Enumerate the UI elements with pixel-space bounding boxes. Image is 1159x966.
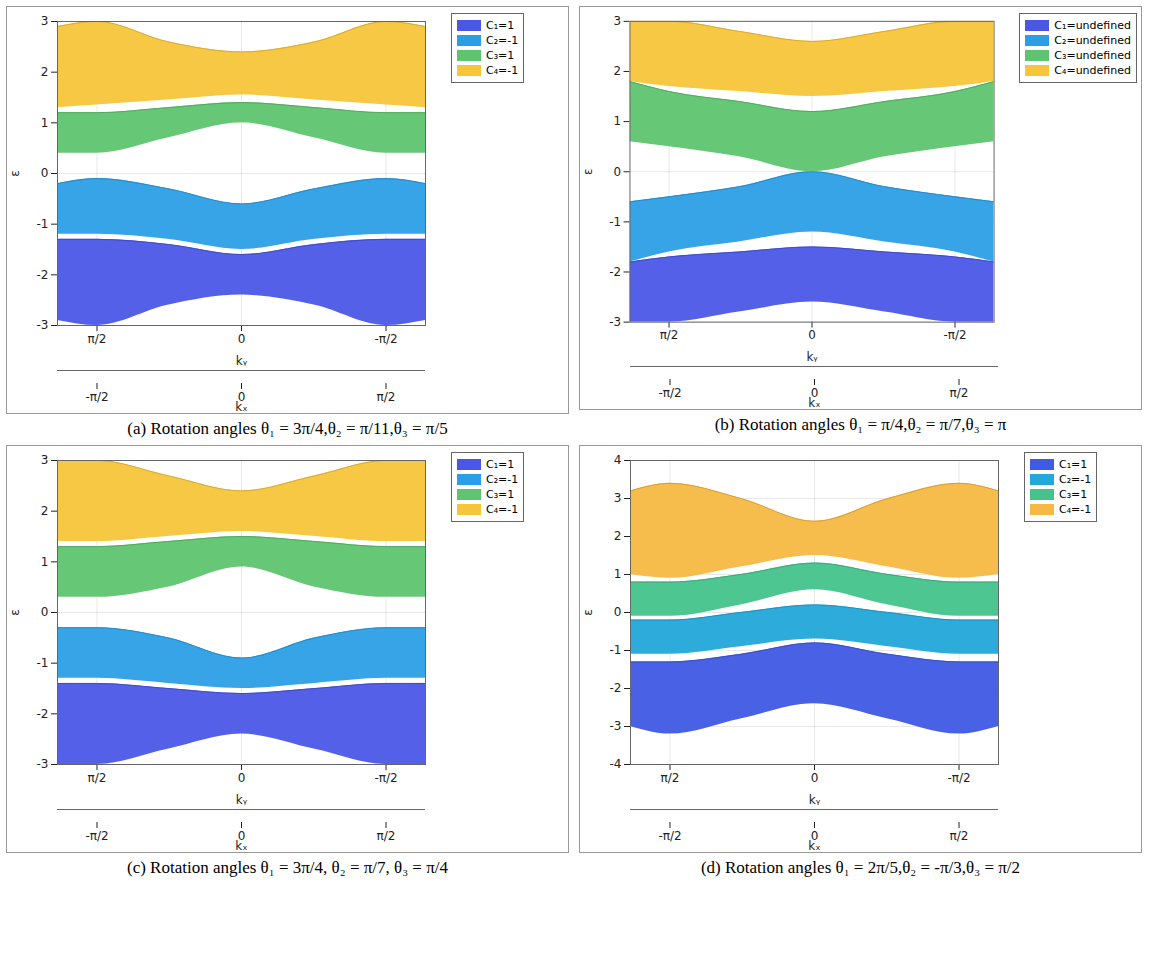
- svg-text:kₓ: kₓ: [808, 396, 820, 410]
- svg-text:ε: ε: [8, 609, 22, 616]
- svg-text:-π/2: -π/2: [85, 829, 108, 843]
- html-text:(c) Rotation angles θ₁ = 3π/4,: (c) Rotation angles θ₁ = 3π/4, θ₂ = π/7,…: [127, 858, 448, 877]
- svg-text:-2: -2: [37, 268, 49, 282]
- svg-text:kₓ: kₓ: [235, 839, 247, 853]
- svg-text:-2: -2: [37, 707, 49, 721]
- svg-text:3: 3: [41, 453, 49, 467]
- svg-text:ε: ε: [8, 170, 22, 177]
- svg-text:kᵧ: kᵧ: [236, 354, 248, 368]
- svg-text:0: 0: [810, 386, 819, 401]
- svg-text:π/2: π/2: [88, 771, 107, 785]
- svg-text:-2: -2: [610, 681, 622, 695]
- svg-text:2: 2: [41, 504, 49, 518]
- html-text:C₄=-1: C₄=-1: [1059, 503, 1092, 516]
- html-text:C₄=undefined: C₄=undefined: [1054, 64, 1131, 77]
- svg-text:kₓ: kₓ: [808, 839, 820, 853]
- svg-text:0: 0: [238, 771, 246, 785]
- svg-text:-π/2: -π/2: [947, 771, 970, 785]
- html-text:C₂=-1: C₂=-1: [1059, 473, 1092, 486]
- svg-text:1: 1: [614, 114, 622, 128]
- svg-text:0: 0: [238, 332, 246, 346]
- svg-text:-π/2: -π/2: [85, 390, 108, 404]
- svg-text:3: 3: [614, 491, 622, 505]
- html-text:(b) Rotation angles θ₁ = π/4,θ: (b) Rotation angles θ₁ = π/4,θ₂ = π/7,θ₃…: [714, 415, 1007, 435]
- html-text:C₁=1: C₁=1: [486, 19, 515, 32]
- svg-text:π/2: π/2: [660, 328, 679, 342]
- svg-text:-2: -2: [609, 265, 621, 279]
- svg-text:-3: -3: [610, 719, 622, 733]
- html-text:C₂=undefined: C₂=undefined: [1054, 34, 1131, 47]
- svg-text:1: 1: [41, 116, 49, 130]
- html-text:C₄=-1: C₄=-1: [486, 503, 519, 516]
- html-text:C₁=1: C₁=1: [486, 458, 515, 471]
- svg-text:0: 0: [810, 829, 819, 843]
- html-text:C₃=1: C₃=1: [486, 49, 515, 62]
- svg-text:-1: -1: [37, 217, 49, 231]
- svg-text:ε: ε: [581, 609, 595, 616]
- svg-text:kᵧ: kᵧ: [809, 793, 821, 807]
- svg-text:-π/2: -π/2: [658, 386, 681, 400]
- html-text:C₄=-1: C₄=-1: [486, 64, 519, 77]
- svg-text:kᵧ: kᵧ: [236, 793, 248, 807]
- svg-text:π/2: π/2: [950, 829, 969, 843]
- html-text:C₃=undefined: C₃=undefined: [1054, 49, 1131, 62]
- svg-text:1: 1: [41, 555, 49, 569]
- svg-text:1: 1: [614, 567, 622, 581]
- svg-text:0: 0: [808, 328, 816, 342]
- html-text:(d) Rotation angles θ₁ = 2π/5,: (d) Rotation angles θ₁ = 2π/5,θ₂ = -π/3,…: [700, 858, 1020, 877]
- svg-text:kᵧ: kᵧ: [806, 350, 818, 363]
- svg-text:2: 2: [614, 64, 622, 78]
- svg-text:0: 0: [614, 605, 622, 619]
- svg-text:0: 0: [237, 390, 246, 404]
- svg-text:4: 4: [614, 453, 622, 467]
- svg-text:-π/2: -π/2: [658, 829, 681, 843]
- svg-text:-1: -1: [610, 643, 622, 657]
- svg-text:0: 0: [811, 771, 819, 785]
- svg-text:kₓ: kₓ: [235, 400, 247, 414]
- html-text:C₁=undefined: C₁=undefined: [1054, 19, 1131, 32]
- svg-text:π/2: π/2: [661, 771, 680, 785]
- html-text:C₃=1: C₃=1: [486, 488, 515, 501]
- svg-text:2: 2: [41, 65, 49, 79]
- svg-text:2: 2: [614, 529, 622, 543]
- html-text:C₂=-1: C₂=-1: [486, 34, 519, 47]
- svg-text:π/2: π/2: [88, 332, 107, 346]
- svg-text:-π/2: -π/2: [374, 771, 397, 785]
- svg-text:-3: -3: [37, 318, 49, 332]
- svg-text:-π/2: -π/2: [374, 332, 397, 346]
- svg-text:π/2: π/2: [377, 829, 396, 843]
- svg-text:ε: ε: [581, 169, 595, 175]
- html-text:(a) Rotation angles θ₁ = 3π/4,: (a) Rotation angles θ₁ = 3π/4,θ₂ = π/11,…: [127, 419, 448, 438]
- svg-text:-1: -1: [609, 215, 621, 229]
- svg-text:0: 0: [614, 165, 622, 179]
- svg-text:0: 0: [41, 605, 49, 619]
- svg-text:π/2: π/2: [377, 390, 396, 404]
- html-text:C₁=1: C₁=1: [1059, 458, 1088, 471]
- html-text:C₃=1: C₃=1: [1059, 488, 1088, 501]
- svg-text:-4: -4: [610, 757, 622, 771]
- svg-text:3: 3: [614, 14, 622, 28]
- svg-text:-1: -1: [37, 656, 49, 670]
- svg-text:-3: -3: [609, 315, 621, 329]
- svg-text:π/2: π/2: [950, 386, 969, 400]
- svg-text:0: 0: [237, 829, 246, 843]
- svg-text:3: 3: [41, 14, 49, 28]
- svg-text:-π/2: -π/2: [944, 328, 967, 342]
- html-text:C₂=-1: C₂=-1: [486, 473, 519, 486]
- svg-text:0: 0: [41, 166, 49, 180]
- svg-text:-3: -3: [37, 757, 49, 771]
